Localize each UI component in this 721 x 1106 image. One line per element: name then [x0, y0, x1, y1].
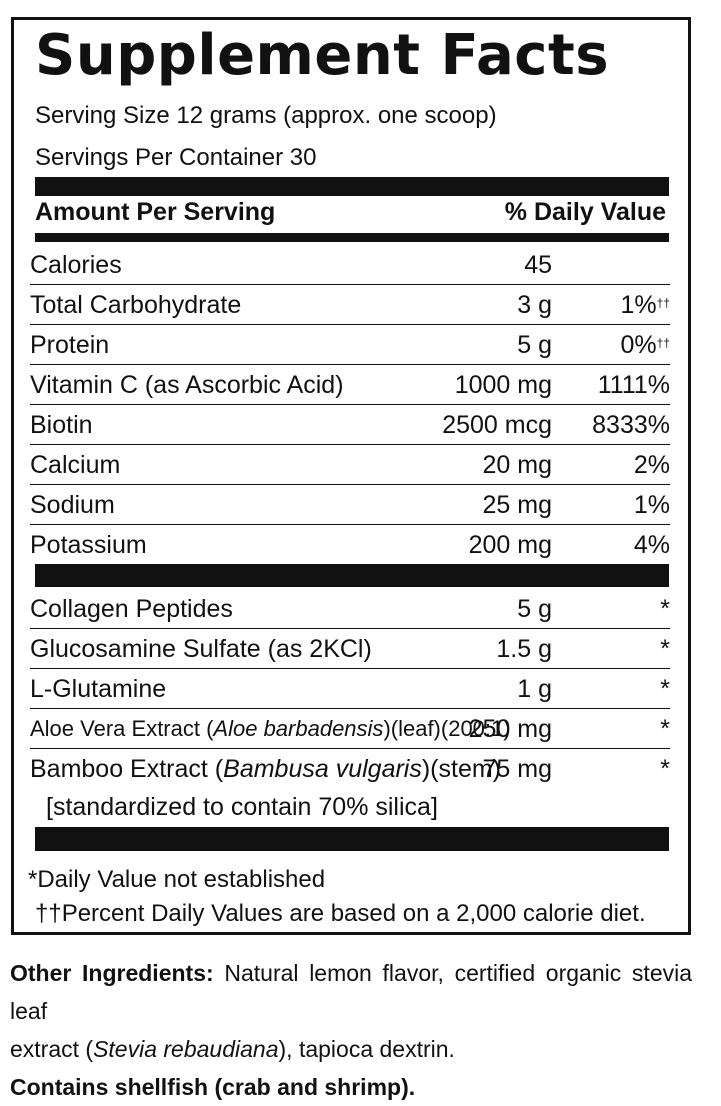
serving-size: Serving Size 12 grams (approx. one scoop… [35, 102, 497, 129]
nutrient-daily-value: 1111% [597, 371, 670, 399]
ingredient-name: Aloe Vera Extract (Aloe barbadensis)(lea… [30, 716, 511, 741]
nutrient-name: Protein [30, 331, 110, 359]
medium-divider [35, 233, 669, 242]
daily-value-mark: †† [656, 336, 670, 350]
ingredient-amount: 1.5 g [496, 635, 552, 663]
botanical-name: Stevia rebaudiana [93, 1036, 279, 1062]
nutrient-name: Calcium [30, 451, 121, 479]
ingredient-amount: 250 mg [468, 715, 552, 743]
ingredient-name: Glucosamine Sulfate (as 2KCl) [30, 635, 372, 663]
ingredient-amount: 1 g [517, 675, 552, 703]
ingredient-row: L-Glutamine 1 g * [30, 668, 670, 709]
nutrient-amount: 2500 mcg [442, 411, 552, 439]
nutrient-name: Biotin [30, 411, 93, 439]
nutrient-name: Vitamin C (as Ascorbic Acid) [30, 371, 344, 399]
thick-divider-bottom [35, 827, 669, 851]
ingredient-amount: 5 g [517, 595, 552, 623]
footnote-dv-not-established: *Daily Value not established [28, 866, 326, 893]
supplement-facts-panel: Supplement Facts Serving Size 12 grams (… [11, 17, 691, 935]
nutrient-daily-value: 2% [633, 451, 670, 479]
ingredient-daily-value: * [660, 715, 670, 743]
nutrient-amount: 200 mg [468, 531, 552, 559]
ingredient-row: Aloe Vera Extract (Aloe barbadensis)(lea… [30, 708, 670, 749]
thick-divider-middle [35, 564, 669, 587]
other-ingredients-line-2: extract (Stevia rebaudiana), tapioca dex… [10, 1036, 455, 1062]
nutrient-daily-value: 0%†† [620, 331, 671, 359]
nutrient-daily-value: 1% [633, 491, 670, 519]
nutrient-row: Protein 5 g 0%†† [30, 324, 670, 365]
thick-divider-top [35, 177, 669, 196]
nutrient-name: Total Carbohydrate [30, 291, 242, 319]
nutrient-name: Calories [30, 251, 122, 279]
ingredient-name: Collagen Peptides [30, 595, 233, 623]
nutrient-row: Calcium 20 mg 2% [30, 444, 670, 485]
other-ingredients: Other Ingredients: Natural lemon flavor,… [10, 954, 692, 1106]
nutrient-amount: 1000 mg [454, 371, 552, 399]
other-ingredients-line-1: Other Ingredients: Natural lemon flavor,… [10, 960, 693, 1024]
ingredient-daily-value: * [660, 755, 670, 783]
nutrient-row: Potassium 200 mg 4% [30, 524, 670, 564]
nutrient-row: Sodium 25 mg 1% [30, 484, 670, 525]
ingredient-row: Bamboo Extract (Bambusa vulgaris)(stem) … [30, 748, 670, 826]
ingredient-daily-value: * [660, 595, 670, 623]
amount-per-serving-header: Amount Per Serving [35, 198, 276, 226]
botanical-name: Aloe barbadensis [213, 716, 384, 741]
nutrient-row: Vitamin C (as Ascorbic Acid) 1000 mg 111… [30, 364, 670, 405]
daily-value-header: % Daily Value [504, 198, 666, 226]
nutrient-daily-value: 4% [633, 531, 670, 559]
nutrient-row: Calories 45 [30, 244, 670, 285]
ingredient-daily-value: * [660, 675, 670, 703]
allergen-statement: Contains shellfish (crab and shrimp). [10, 1074, 416, 1100]
nutrient-row: Biotin 2500 mcg 8333% [30, 404, 670, 445]
ingredient-row: Collagen Peptides 5 g * [30, 588, 670, 629]
nutrient-amount: 3 g [517, 291, 552, 319]
nutrient-daily-value: 1%†† [620, 291, 671, 319]
ingredient-name: Bamboo Extract (Bambusa vulgaris)(stem) [30, 755, 502, 783]
nutrient-amount: 20 mg [482, 451, 552, 479]
panel-title: Supplement Facts [35, 23, 610, 88]
ingredient-row: Glucosamine Sulfate (as 2KCl) 1.5 g * [30, 628, 670, 669]
footnote-percent-dv: ††Percent Daily Values are based on a 2,… [35, 900, 646, 927]
nutrient-amount: 45 [524, 251, 552, 279]
nutrient-name: Potassium [30, 531, 147, 559]
ingredient-sub-note: [standardized to contain 70% silica] [46, 793, 438, 821]
nutrient-name: Sodium [30, 491, 115, 519]
daily-value-mark: †† [656, 296, 670, 310]
nutrient-daily-value: 8333% [592, 411, 670, 439]
nutrient-amount: 5 g [517, 331, 552, 359]
servings-per-container: Servings Per Container 30 [35, 144, 317, 171]
nutrient-row: Total Carbohydrate 3 g 1%†† [30, 284, 670, 325]
botanical-name: Bambusa vulgaris [223, 755, 422, 783]
nutrient-amount: 25 mg [482, 491, 552, 519]
ingredient-name: L-Glutamine [30, 675, 167, 703]
ingredient-daily-value: * [660, 635, 670, 663]
other-ingredients-label: Other Ingredients: [10, 960, 214, 986]
ingredient-amount: 75 mg [482, 755, 552, 783]
